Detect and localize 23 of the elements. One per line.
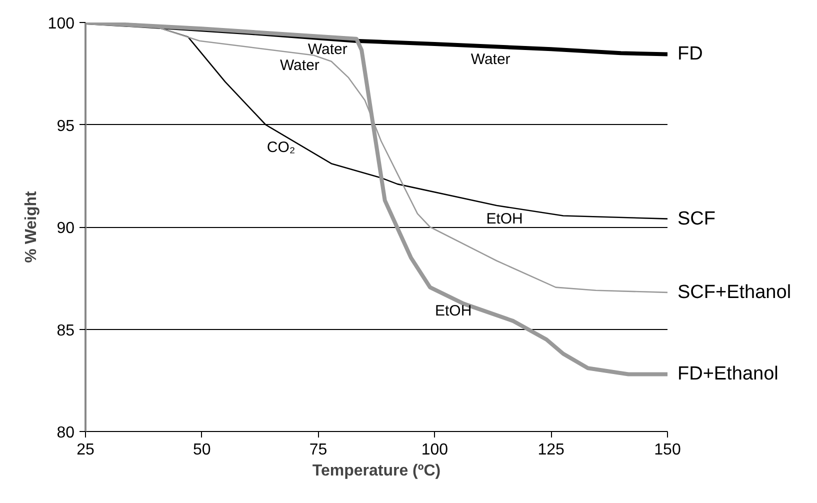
y-tick-label: 95 bbox=[56, 118, 75, 135]
annotation: EtOH bbox=[486, 210, 523, 228]
series-label: SCF+Ethanol bbox=[678, 282, 792, 303]
series-label: SCF bbox=[678, 208, 716, 230]
annotation: Water bbox=[280, 57, 320, 74]
series-label: FD bbox=[678, 44, 703, 65]
y-tick-label: 100 bbox=[48, 16, 75, 32]
x-tick-label: 75 bbox=[309, 442, 328, 458]
annotation: Water bbox=[470, 51, 510, 68]
x-tick-label: 150 bbox=[654, 442, 681, 458]
annotation: Water bbox=[308, 40, 348, 58]
annotation: EtOH bbox=[434, 302, 472, 320]
x-tick-label: 50 bbox=[193, 442, 211, 458]
series-label: FD+Ethanol bbox=[678, 364, 778, 385]
annotation: CO₂ bbox=[266, 138, 296, 156]
y-axis-title: % Weight bbox=[22, 190, 40, 263]
y-tick-label: 85 bbox=[56, 322, 75, 340]
x-axis-title: Temperature (ºC) bbox=[312, 462, 441, 480]
x-tick-label: 25 bbox=[76, 442, 94, 458]
y-tick-label: 90 bbox=[56, 220, 75, 237]
x-tick-label: 100 bbox=[421, 442, 448, 458]
y-tick-label: 80 bbox=[56, 424, 75, 442]
x-tick-label: 125 bbox=[538, 442, 565, 458]
